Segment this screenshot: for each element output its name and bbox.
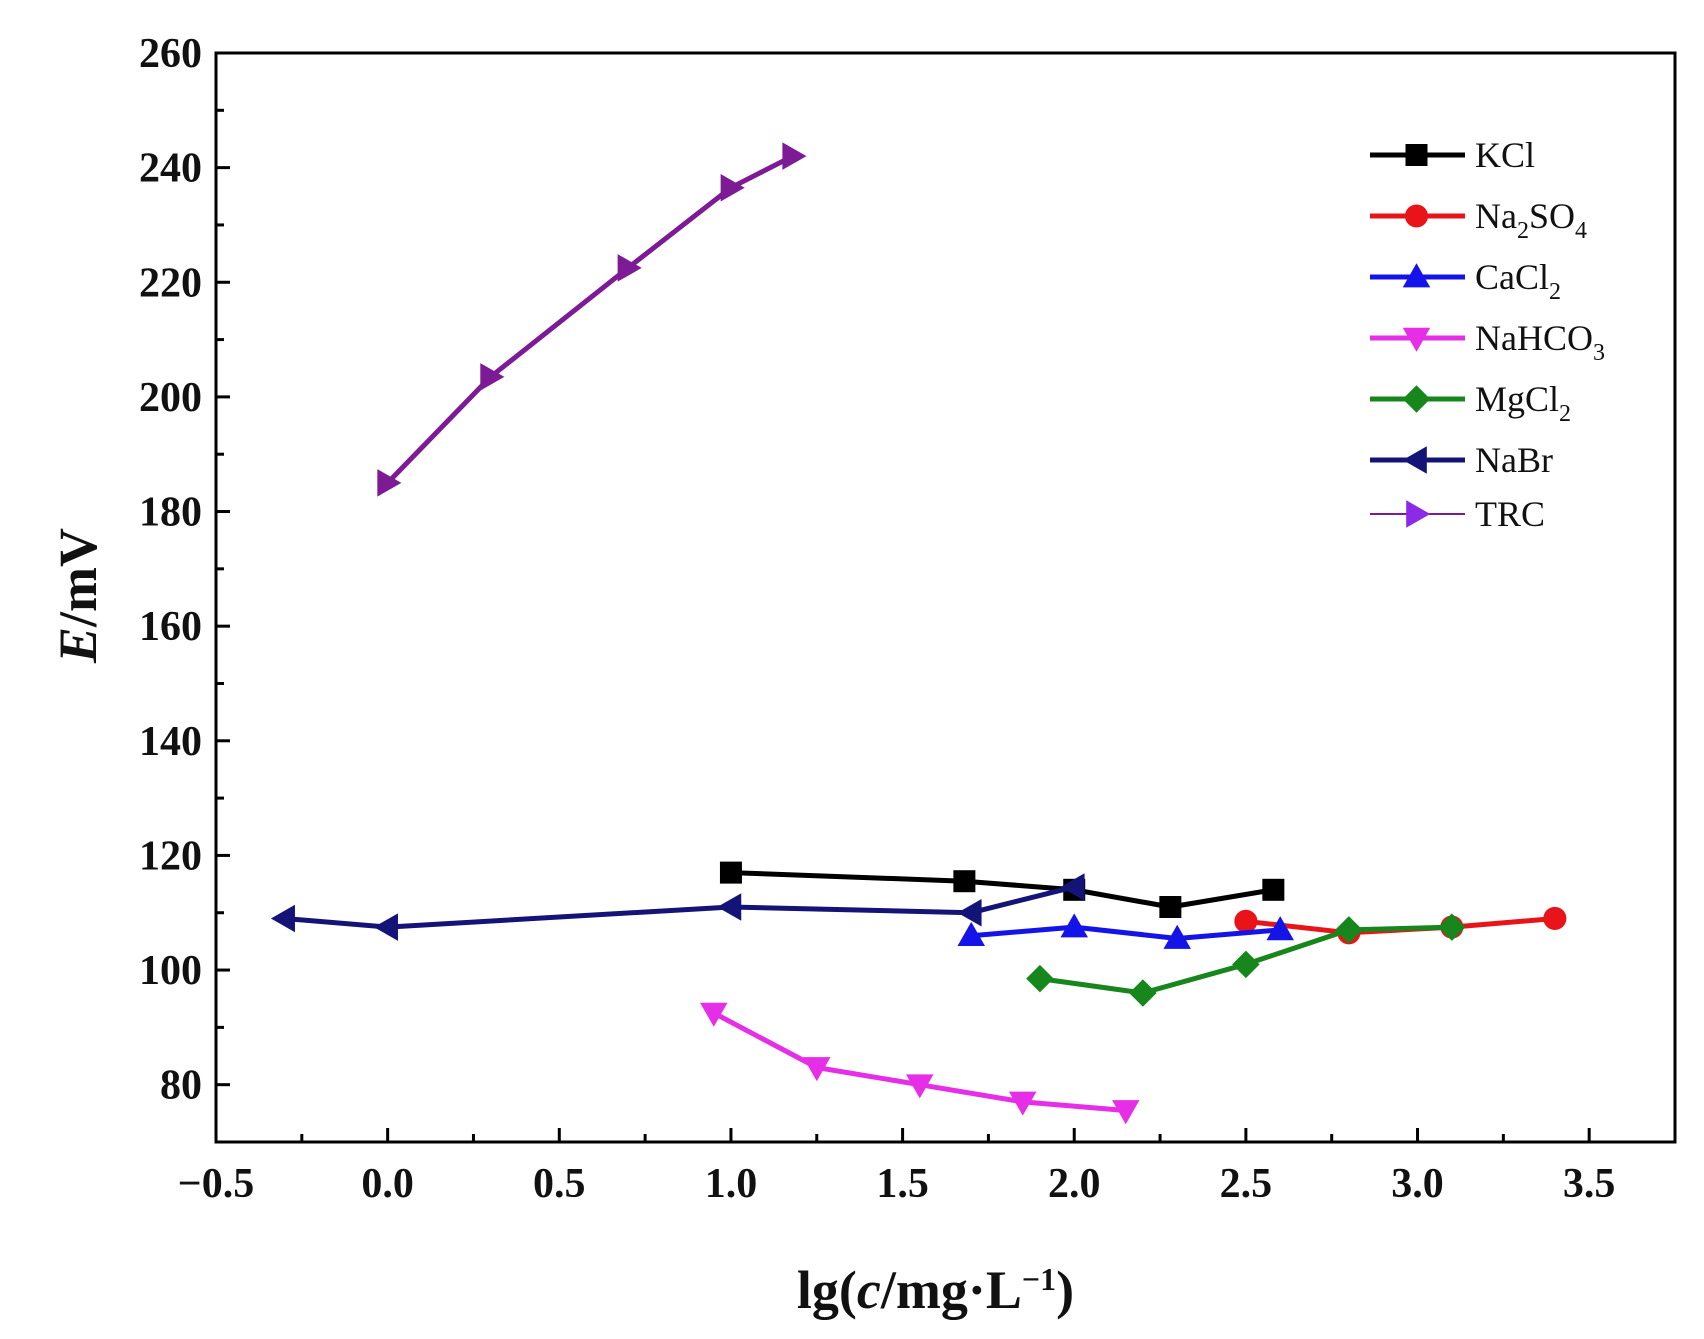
- x-tick-label: 2.5: [1220, 1161, 1273, 1207]
- x-tick-label: 2.0: [1048, 1161, 1101, 1207]
- legend-label-trc: TRC: [1475, 494, 1545, 534]
- legend-item-kcl: KCl: [1370, 135, 1535, 175]
- legend-label-cacl2: CaCl2: [1475, 257, 1561, 305]
- series-trc: [377, 142, 807, 497]
- data-point-na2so4: [1234, 909, 1258, 933]
- series-line-kcl: [730, 870, 1274, 910]
- data-point-nabr: [373, 913, 398, 941]
- data-point-mgcl2: [1129, 979, 1157, 1007]
- y-tick-label: 160: [139, 604, 202, 650]
- legend-label-mgcl2: MgCl2: [1475, 379, 1571, 427]
- data-point-nabr: [1060, 873, 1085, 901]
- x-tick-label: 3.0: [1391, 1161, 1444, 1207]
- data-point-trc: [377, 469, 402, 497]
- y-tick-label: 80: [160, 1063, 202, 1109]
- x-tick-label: 1.5: [876, 1161, 929, 1207]
- x-tick-label: 1.0: [705, 1161, 758, 1207]
- data-point-kcl: [1159, 896, 1182, 919]
- legend: KCl Na2SO4 CaCl2 NaHCO3 MgCl2 NaBr TRC: [1370, 135, 1605, 534]
- y-tick-label: 200: [139, 375, 202, 421]
- data-point-na2so4: [1543, 906, 1567, 931]
- data-point-mgcl2: [1232, 950, 1260, 979]
- data-point-nahco3: [1111, 1100, 1140, 1125]
- y-tick-label: 220: [139, 260, 202, 306]
- y-tick-label: 240: [139, 146, 202, 192]
- y-tick-label: 140: [139, 719, 202, 765]
- legend-item-nahco3: NaHCO3: [1370, 318, 1605, 366]
- legend-label-nabr: NaBr: [1475, 440, 1553, 480]
- legend-item-mgcl2: MgCl2: [1370, 379, 1571, 427]
- x-tick-label: 0.0: [361, 1161, 414, 1207]
- legend-item-cacl2: CaCl2: [1370, 257, 1561, 305]
- data-point-cacl2: [1060, 913, 1088, 938]
- legend-marker-nahco3: [1402, 327, 1431, 352]
- data-point-trc: [617, 254, 642, 282]
- legend-item-nabr: NaBr: [1370, 440, 1553, 480]
- series-line-cacl2: [970, 924, 1281, 941]
- legend-marker-na2so4: [1404, 204, 1429, 228]
- y-tick-label: 180: [139, 490, 202, 536]
- data-point-trc: [480, 363, 505, 391]
- x-tick-label: −0.5: [178, 1161, 254, 1207]
- legend-marker-mgcl2: [1402, 385, 1431, 413]
- legend-label-na2so4: Na2SO4: [1475, 196, 1587, 244]
- legend-marker-nabr: [1402, 446, 1427, 474]
- series-line-trc: [385, 153, 794, 485]
- series-nahco3: [700, 1002, 1140, 1125]
- x-axis-title: lg(c/mg·L−1): [797, 1260, 1074, 1320]
- data-point-nahco3: [906, 1074, 934, 1099]
- legend-item-trc: TRC: [1370, 494, 1545, 534]
- plot-frame: [214, 51, 1677, 1144]
- data-point-cacl2: [1163, 924, 1191, 949]
- legend-label-nahco3: NaHCO3: [1475, 318, 1605, 366]
- legend-marker-kcl: [1405, 144, 1428, 166]
- data-point-kcl: [953, 870, 976, 893]
- data-point-nabr: [717, 893, 742, 921]
- x-tick-label: 3.5: [1563, 1161, 1616, 1207]
- y-tick-label: 100: [139, 948, 202, 994]
- data-point-kcl: [719, 861, 742, 884]
- data-point-cacl2: [1266, 916, 1294, 941]
- data-point-nahco3: [1008, 1091, 1037, 1116]
- y-tick-label: 120: [139, 833, 202, 879]
- legend-item-na2so4: Na2SO4: [1370, 196, 1587, 244]
- data-point-nahco3: [803, 1057, 831, 1082]
- data-point-mgcl2: [1335, 916, 1363, 944]
- y-tick-label: 260: [139, 31, 202, 77]
- y-axis-title: E/mV: [48, 528, 108, 664]
- data-point-kcl: [1262, 878, 1285, 901]
- data-point-nabr: [957, 898, 982, 927]
- data-point-nabr: [270, 904, 295, 933]
- series-mgcl2: [1026, 913, 1466, 1007]
- series-cacl2: [957, 913, 1294, 949]
- data-point-trc: [782, 142, 807, 170]
- data-point-nahco3: [700, 1002, 728, 1027]
- data-point-cacl2: [957, 921, 985, 946]
- legend-marker-trc: [1406, 500, 1431, 528]
- series-nabr: [270, 873, 1085, 941]
- legend-label-kcl: KCl: [1475, 135, 1535, 175]
- data-point-mgcl2: [1026, 964, 1054, 993]
- x-tick-label: 0.5: [533, 1161, 586, 1207]
- legend-marker-cacl2: [1402, 263, 1431, 288]
- data-point-trc: [720, 173, 745, 202]
- data-point-mgcl2: [1438, 913, 1466, 941]
- series-line-nabr: [284, 884, 1075, 930]
